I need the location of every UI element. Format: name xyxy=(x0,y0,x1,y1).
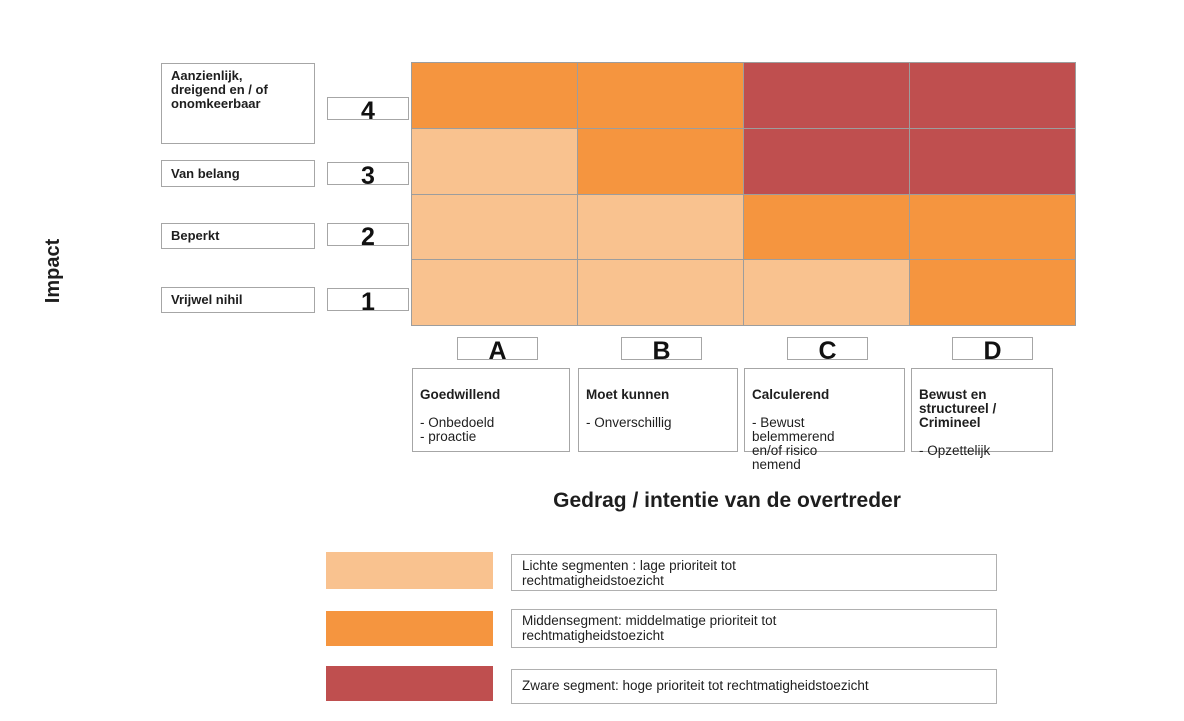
column-desc-d-details: - Opzettelijk xyxy=(919,443,991,458)
matrix-cell-4B xyxy=(578,63,744,129)
matrix-cell-4D xyxy=(910,63,1076,129)
matrix-cell-1D xyxy=(910,260,1076,326)
column-desc-b: Moet kunnen - Onverschillig xyxy=(578,368,738,452)
column-desc-c-details: - Bewust belemmerend en/of risico nemend xyxy=(752,415,835,472)
matrix-cell-3B xyxy=(578,129,744,195)
matrix-cell-4C xyxy=(744,63,910,129)
row-number-1: 1 xyxy=(361,288,375,316)
matrix-cell-3A xyxy=(412,129,578,195)
column-desc-a-header: Goedwillend xyxy=(420,387,501,402)
legend-swatch-high xyxy=(326,666,493,701)
column-letter-a: A xyxy=(488,337,507,365)
impact-axis-label: Impact xyxy=(42,238,64,304)
legend-text-mid: Middensegment: middelmatige prioriteit t… xyxy=(511,609,997,648)
legend-text-low: Lichte segmenten : lage prioriteit tot r… xyxy=(511,554,997,591)
legend-text-high: Zware segment: hoge prioriteit tot recht… xyxy=(511,669,997,704)
row-number-box-2: 2 xyxy=(327,223,409,251)
x-axis-title: Gedrag / intentie van de overtreder xyxy=(553,489,901,512)
row-label-1: Vrijwel nihil xyxy=(161,287,315,313)
row-number-2: 2 xyxy=(361,223,375,251)
matrix-cell-1A xyxy=(412,260,578,326)
column-letter-box-b: B xyxy=(621,337,702,365)
column-desc-c: Calculerend - Bewust belemmerend en/of r… xyxy=(744,368,905,472)
row-number-box-3: 3 xyxy=(327,162,409,190)
column-letter-b: B xyxy=(652,337,671,365)
row-label-3: Van belang xyxy=(161,160,315,187)
legend-swatch-low xyxy=(326,552,493,589)
column-desc-b-header: Moet kunnen xyxy=(586,387,670,402)
matrix-cell-2A xyxy=(412,195,578,260)
column-letter-d: D xyxy=(983,337,1002,365)
matrix-cell-3C xyxy=(744,129,910,195)
column-letter-box-d: D xyxy=(952,337,1033,365)
row-number-box-1: 1 xyxy=(327,288,409,316)
matrix-cell-4A xyxy=(412,63,578,129)
matrix-cell-2D xyxy=(910,195,1076,260)
row-label-2: Beperkt xyxy=(161,223,315,249)
matrix-cell-1B xyxy=(578,260,744,326)
column-letter-box-c: C xyxy=(787,337,868,365)
risk-matrix-grid xyxy=(411,62,1076,326)
column-desc-a-details: - Onbedoeld - proactie xyxy=(420,415,495,444)
row-number-4: 4 xyxy=(361,97,375,125)
row-number-3: 3 xyxy=(361,162,375,190)
column-letter-box-a: A xyxy=(457,337,538,365)
column-desc-d: Bewust en structureel / Crimineel - Opze… xyxy=(911,368,1053,458)
column-desc-d-header: Bewust en structureel / Crimineel xyxy=(919,387,997,430)
row-label-4: Aanzienlijk, dreigend en / of onomkeerba… xyxy=(161,63,315,144)
row-number-box-4: 4 xyxy=(327,97,409,125)
matrix-cell-2B xyxy=(578,195,744,260)
legend-swatch-mid xyxy=(326,611,493,646)
column-desc-c-header: Calculerend xyxy=(752,387,830,402)
matrix-cell-2C xyxy=(744,195,910,260)
column-desc-a: Goedwillend - Onbedoeld - proactie xyxy=(412,368,570,452)
column-letter-c: C xyxy=(818,337,837,365)
matrix-cell-1C xyxy=(744,260,910,326)
matrix-cell-3D xyxy=(910,129,1076,195)
column-desc-b-details: - Onverschillig xyxy=(586,415,672,430)
